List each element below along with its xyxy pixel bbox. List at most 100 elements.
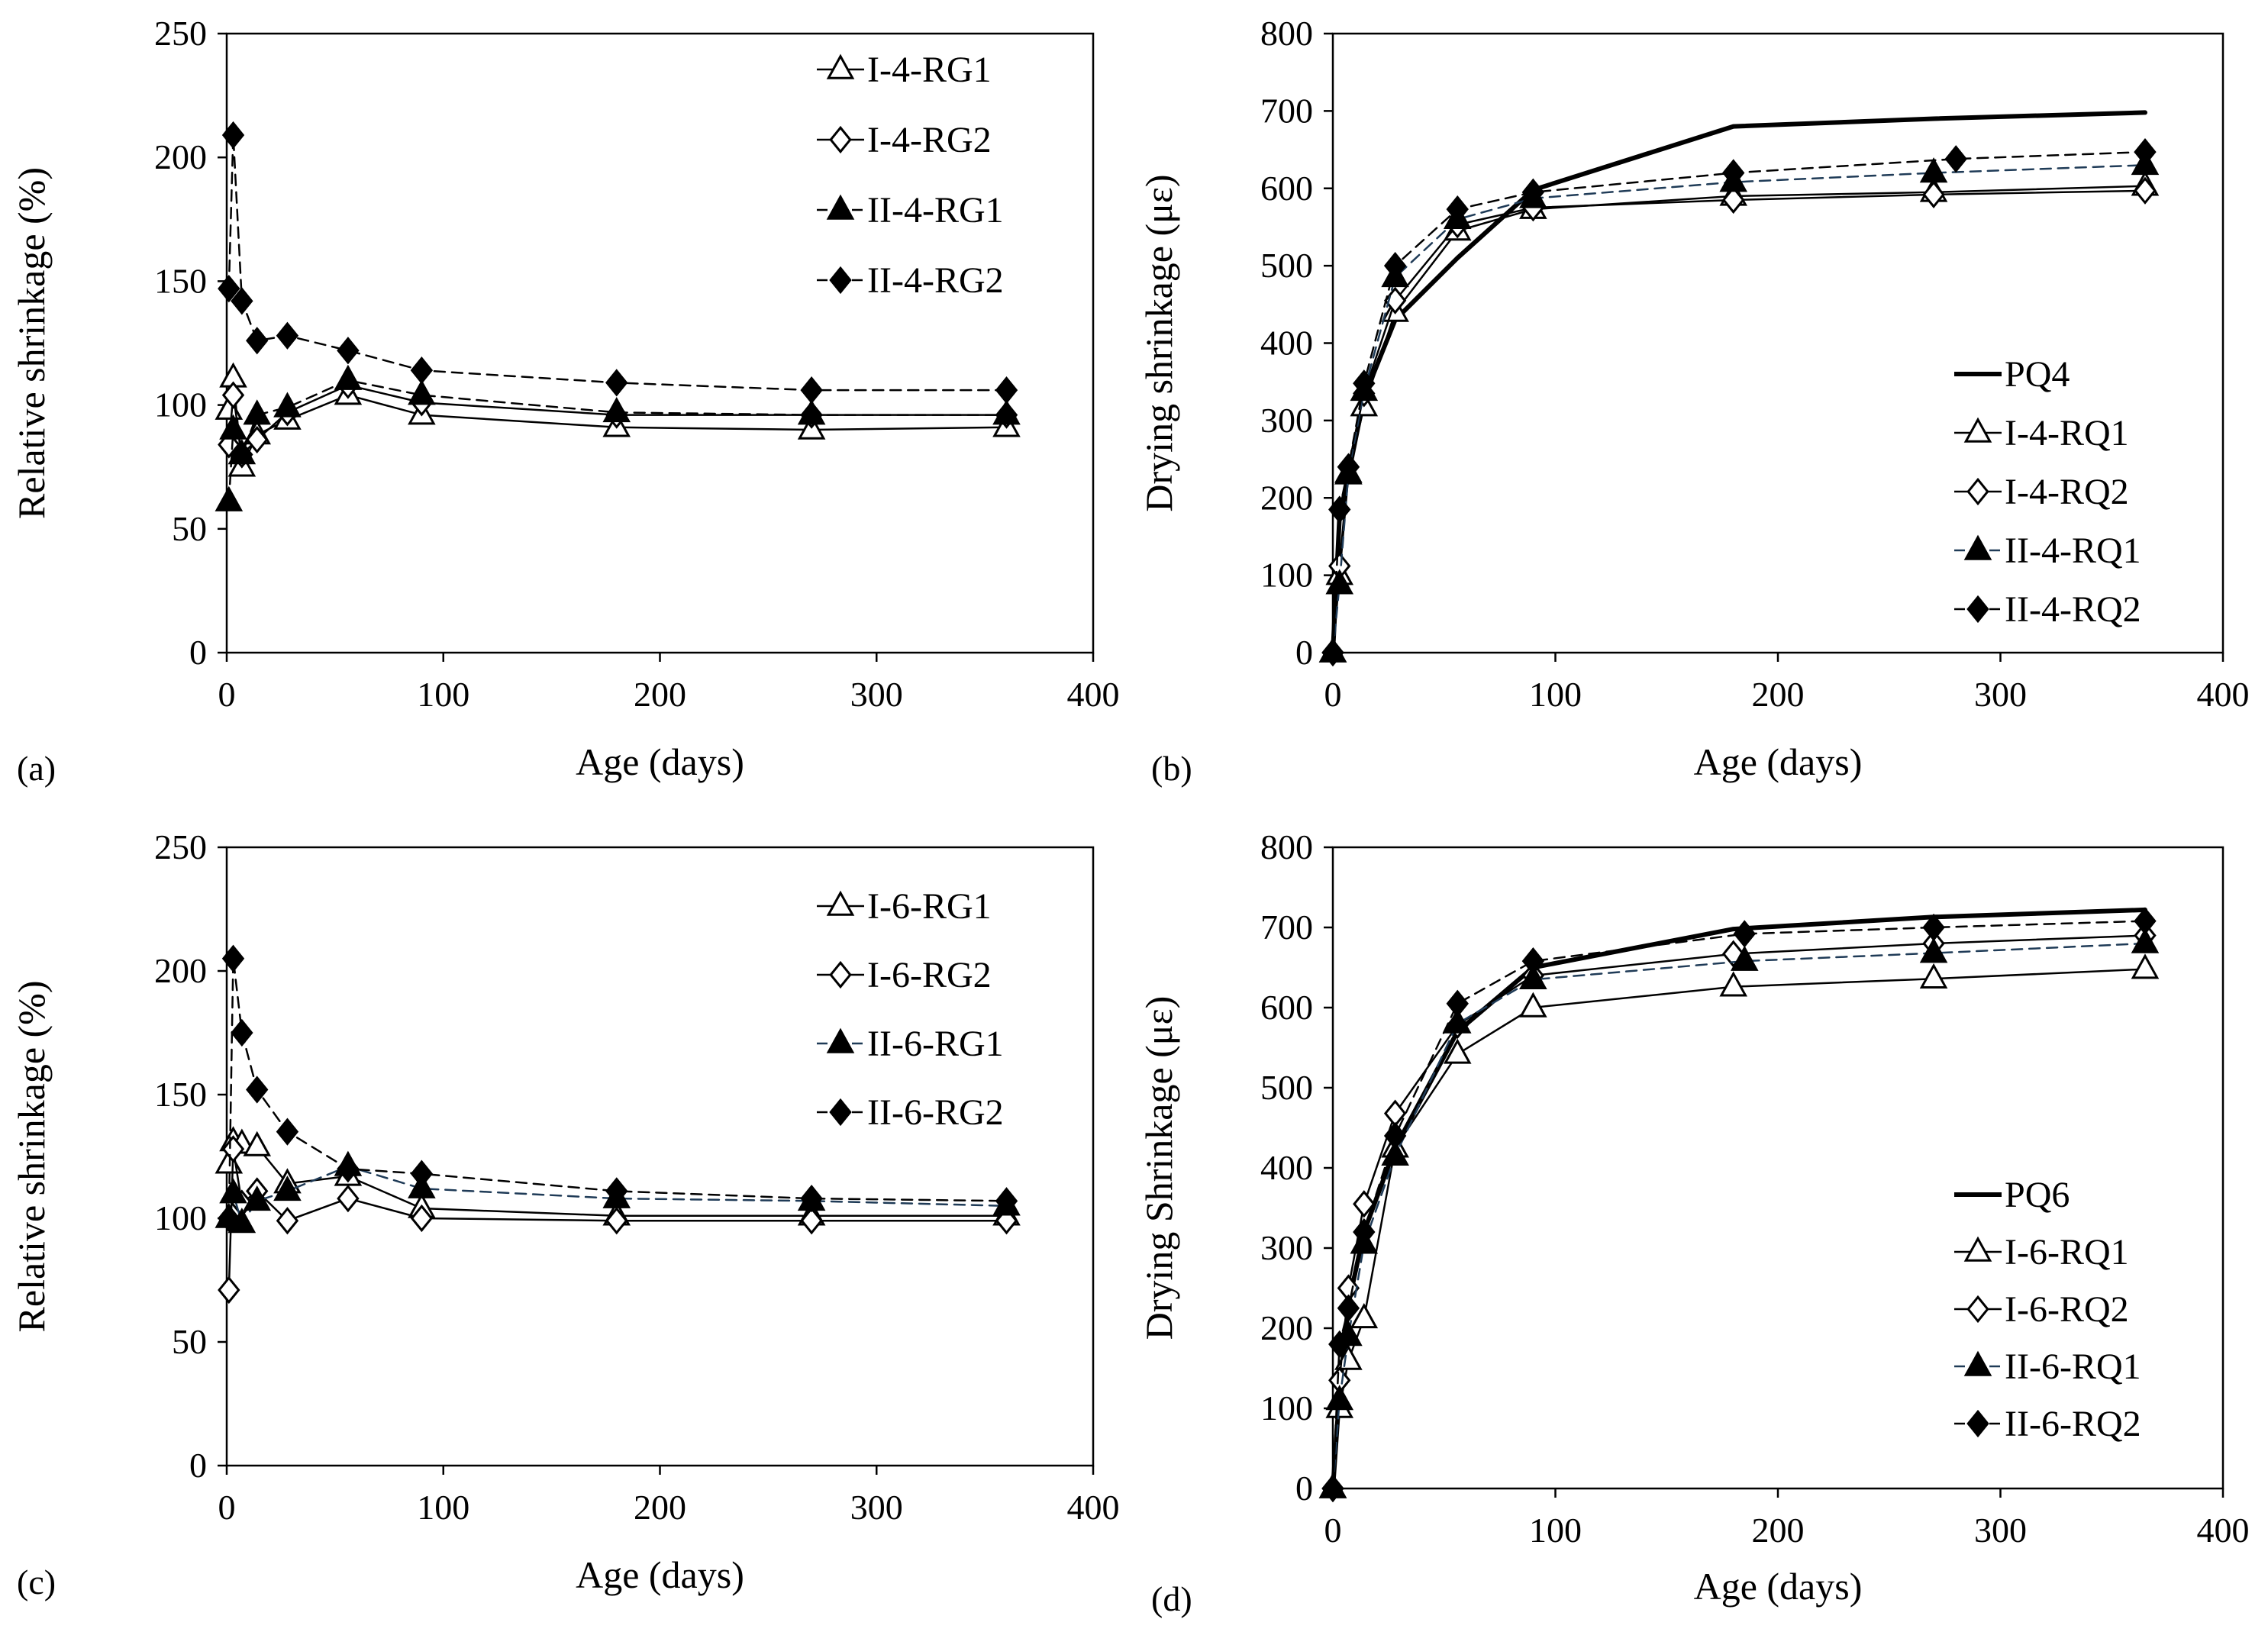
panel-a-series-ii-4-rg2-point — [276, 321, 299, 350]
panel-d-x-tick-label: 200 — [1752, 1511, 1805, 1550]
panel-b-legend-marker-i-4-rq2 — [1966, 477, 1989, 506]
panel-c-x-tick-label: 0 — [218, 1488, 236, 1527]
panel-a-series-ii-4-rg2-point — [218, 274, 240, 303]
panel-c-series-ii-6-rg2-point — [276, 1118, 299, 1146]
panel-d-y-tick-label: 600 — [1260, 988, 1313, 1027]
panel-c-legend-label-i-6-rg1: I-6-RG1 — [867, 886, 992, 927]
panel-d-series-ii-6-rq2-point — [2134, 907, 2157, 935]
panel-a-legend-marker-ii-4-rg1 — [826, 194, 855, 220]
panel-c-y-tick-label: 50 — [172, 1322, 207, 1361]
panel-b-y-tick-label: 700 — [1260, 91, 1313, 130]
panel-a-series-ii-4-rg2-point — [337, 337, 360, 365]
panel-a-legend-marker-i-4-rg1 — [826, 53, 855, 79]
panel-a-series-ii-4-rg1-point — [334, 364, 363, 390]
panel-d-y-tick-label: 100 — [1260, 1388, 1313, 1427]
panel-c-series-i-6-rg2-point — [410, 1204, 434, 1233]
panel-a-x-tick-label: 100 — [417, 675, 469, 714]
panel-d-series-ii-6-rq2-point — [1353, 1218, 1376, 1247]
panel-d-legend-marker-i-6-rq1 — [1963, 1236, 1992, 1262]
panel-c-series-ii-6-rg2-point — [337, 1155, 360, 1183]
panel-c-legend-marker-ii-6-rg1 — [826, 1027, 855, 1053]
panel-c-series-i-6-rg2-line — [227, 1148, 1008, 1292]
panel-c-x-tick-label: 400 — [1067, 1488, 1120, 1527]
panel-c-series-ii-6-rg2-point — [995, 1187, 1018, 1215]
panel-d-series-i-6-rq1-point — [1919, 963, 1948, 989]
panel-b-legend-marker-i-4-rq1 — [1963, 417, 1992, 443]
panel-c-plot-frame — [225, 846, 1095, 1467]
panel-d-y-tick-label: 700 — [1260, 908, 1313, 947]
panel-b: 0 100 200 300 400 500 600 700 800 0 100 200 300 400 Ag… — [1137, 14, 2250, 788]
panel-b-y-tick-label: 600 — [1260, 169, 1313, 208]
panel-b-legend: PQ4 I-4-RQ1 I-4-RQ2 II-4-RQ1 II-4-RQ2 — [1954, 354, 2141, 630]
panel-a-series-ii-4-rg2-point — [995, 376, 1018, 405]
panel-c-legend-marker-i-6-rg2 — [829, 960, 852, 989]
panel-b-series-pq4 — [1331, 110, 2147, 655]
panel-d-x-tick-label: 400 — [2197, 1511, 2250, 1550]
panel-b-series-ii-4-rq2-point — [1353, 369, 1376, 398]
panel-a-y-tick-label: 100 — [154, 385, 207, 424]
panel-b-x-tick-label: 100 — [1529, 675, 1582, 714]
panel-c-series-i-6-rg2-point — [800, 1207, 823, 1235]
panel-c-series-ii-6-rg1-point — [219, 1178, 247, 1204]
panel-c-legend-label-i-6-rg2: I-6-RG2 — [867, 955, 992, 995]
panel-c-legend-marker-i-6-rg1 — [826, 890, 855, 916]
panel-d-series-ii-6-rq1-point — [2131, 927, 2160, 953]
panel-b-legend-label-i-4-rq2: I-4-RQ2 — [2005, 472, 2129, 512]
panel-b-series-ii-4-rq2-point — [1337, 453, 1360, 481]
panel-a-legend-label-i-4-rg2: I-4-RG2 — [867, 120, 992, 160]
panel-c-series-i-6-rg1-point — [243, 1130, 272, 1156]
panel-a-series-ii-4-rg2-point — [605, 369, 628, 397]
panel-d-series-ii-6-rq2 — [1321, 907, 2157, 1503]
panel-d-series-ii-6-rq2-point — [1337, 1294, 1360, 1322]
panel-d-series-ii-6-rq1-point — [1443, 1008, 1472, 1034]
panel-b-series-ii-4-rq2-point — [1321, 638, 1344, 667]
panel-b-x-tick-label: 200 — [1752, 675, 1805, 714]
panel-a-series-ii-4-rg2 — [218, 121, 1018, 405]
panel-c-series-i-6-rg2 — [218, 1135, 1018, 1305]
panel-c-x-tick-label: 100 — [417, 1488, 469, 1527]
panel-a-series-ii-4-rg1-point — [219, 414, 247, 440]
panel-a-series-ii-4-rg1-point — [797, 399, 826, 425]
panel-b-legend-marker-ii-4-rq1 — [1963, 534, 1992, 560]
panel-d-series-ii-6-rq2-point — [1383, 1121, 1407, 1150]
panel-a-series-ii-4-rg2-point — [246, 327, 269, 355]
panel-b-series-i-4-rq2-point — [1922, 180, 1945, 208]
panel-a-x-tick-label: 200 — [634, 675, 686, 714]
panel-d-series-ii-6-rq1-point — [1325, 1385, 1354, 1411]
panel-c-series-ii-6-rg2-point — [410, 1159, 434, 1188]
panel-b-series-ii-4-rq2-point — [1383, 251, 1407, 280]
panel-b-series-ii-4-rq2-point — [1944, 145, 1967, 173]
panel-c-y-tick-label: 150 — [154, 1075, 207, 1114]
panel-d-legend: PQ6 I-6-RQ1 I-6-RQ2 II-6-RQ1 II-6-RQ2 — [1954, 1175, 2141, 1444]
panel-b-legend-label-ii-4-rq1: II-4-RQ1 — [2005, 531, 2141, 571]
panel-d-y-tick-label: 200 — [1260, 1308, 1313, 1347]
panel-d-series-ii-6-rq2-line — [1331, 920, 2147, 1490]
panel-c-y-tick-label: 100 — [154, 1198, 207, 1237]
panel-d-legend-label-i-6-rq2: I-6-RQ2 — [2005, 1289, 2129, 1330]
panel-a-y-tick-label: 150 — [154, 261, 207, 300]
panel-b-x-tick-label: 300 — [1974, 675, 2027, 714]
panel-d-plot-frame — [1331, 846, 2224, 1490]
panel-d-series-i-6-rq1-point — [1719, 971, 1747, 997]
panel-a-series-ii-4-rg1-point — [602, 396, 631, 423]
panel-d-series-ii-6-rq2-point — [1521, 947, 1545, 976]
panel-b-y-tick-label: 200 — [1260, 478, 1313, 517]
panel-c-series-ii-6-rg1-point — [273, 1176, 302, 1201]
panel-d-series-ii-6-rq2-point — [1733, 920, 1756, 948]
panel-a-legend-marker-ii-4-rg2 — [829, 266, 852, 295]
panel-c-series-ii-6-rg2 — [218, 944, 1018, 1233]
panel-b-series-i-4-rq2-point — [2134, 176, 2157, 205]
panel-d-label: (d) — [1151, 1579, 1192, 1618]
panel-a-series-ii-4-rg1-point — [273, 392, 302, 418]
panel-a-series-ii-4-rg2-point — [410, 356, 434, 385]
panel-d-y-tick-label: 400 — [1260, 1148, 1313, 1187]
panel-d-legend-label-ii-6-rq2: II-6-RQ2 — [2005, 1404, 2141, 1444]
panel-b-series-i-4-rq2-point — [1383, 286, 1407, 314]
panel-c-legend: I-6-RG1 I-6-RG2 II-6-RG1 II-6-RG2 — [817, 886, 1004, 1133]
panel-c-y-tick-label: 0 — [189, 1446, 207, 1485]
panel-d-y-tick-label: 500 — [1260, 1068, 1313, 1107]
panel-d-series-i-6-rq1-point — [1519, 992, 1547, 1018]
panel-a-legend-marker-i-4-rg2 — [829, 125, 852, 154]
panel-d-series-ii-6-rq1-point — [1730, 945, 1759, 971]
